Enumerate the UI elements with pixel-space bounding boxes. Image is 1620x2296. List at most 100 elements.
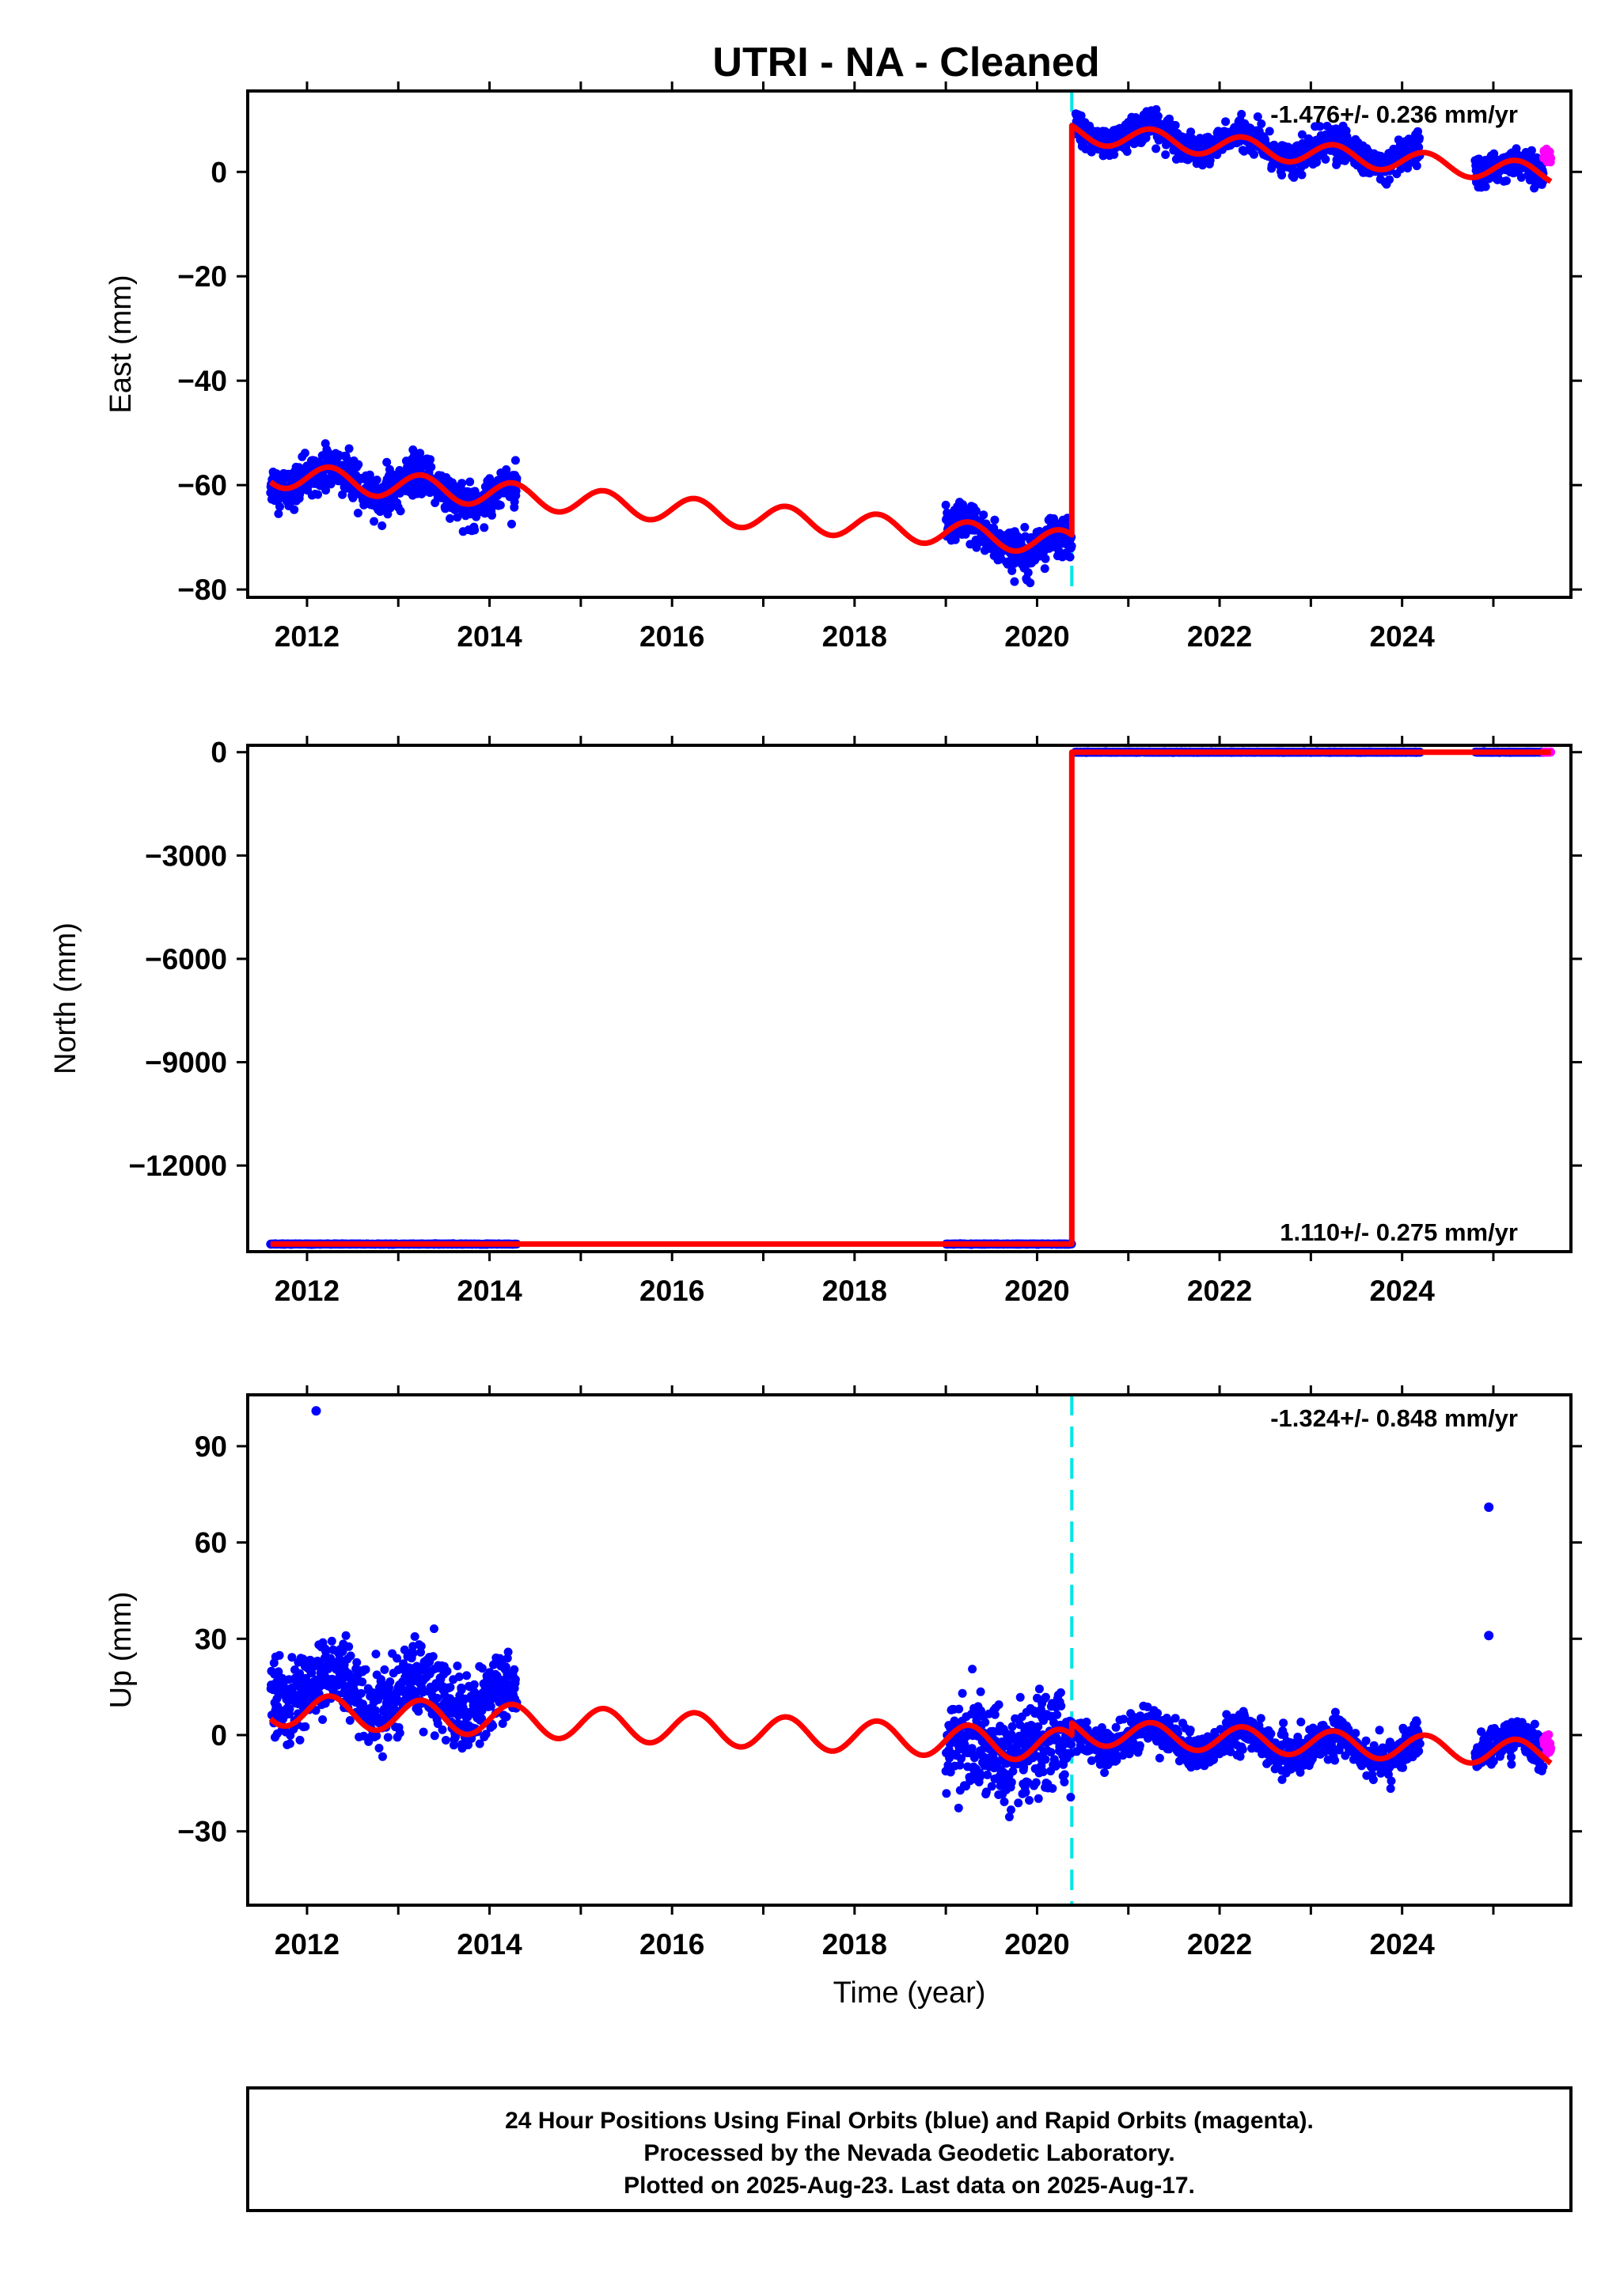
x-tick-label: 2012 xyxy=(275,1275,340,1307)
data-point xyxy=(488,510,496,520)
data-point xyxy=(285,1739,294,1749)
data-point xyxy=(1413,127,1422,136)
data-point xyxy=(341,1631,351,1640)
data-point xyxy=(465,477,475,487)
data-point xyxy=(395,1728,404,1737)
data-point xyxy=(378,1752,387,1761)
data-point xyxy=(511,487,521,495)
data-point xyxy=(1385,175,1394,184)
y-tick-label: 0 xyxy=(211,737,227,769)
data-point xyxy=(1315,122,1325,131)
data-point xyxy=(430,1624,438,1634)
data-point xyxy=(1020,522,1030,532)
data-point xyxy=(370,517,379,526)
x-tick-label: 2022 xyxy=(1187,620,1252,653)
data-point xyxy=(300,449,309,458)
final-orbits-points xyxy=(266,747,1548,1249)
data-point xyxy=(428,1652,438,1661)
data-point xyxy=(1516,172,1526,182)
x-tick-label: 2024 xyxy=(1370,620,1436,653)
data-point xyxy=(1023,568,1033,578)
data-point xyxy=(1161,150,1170,159)
data-point xyxy=(1007,566,1017,575)
data-point xyxy=(454,1672,464,1681)
x-tick-label: 2014 xyxy=(457,620,522,653)
y-tick-label: −40 xyxy=(177,365,227,397)
plot-frame xyxy=(246,744,1573,1253)
data-point xyxy=(1122,147,1132,156)
data-point xyxy=(396,506,405,516)
data-point xyxy=(344,1642,354,1651)
y-tick-label: −6000 xyxy=(145,943,227,976)
data-point xyxy=(1502,176,1511,185)
data-point xyxy=(301,1722,310,1731)
data-point xyxy=(1076,111,1086,120)
y-tick-label: −12000 xyxy=(129,1150,228,1182)
y-axis-label: North (mm) xyxy=(49,923,82,1074)
x-tick-label: 2018 xyxy=(822,620,887,653)
data-point xyxy=(470,525,480,535)
data-point xyxy=(1040,564,1049,574)
data-point xyxy=(385,1677,395,1687)
data-point xyxy=(1041,554,1050,563)
data-point xyxy=(941,500,950,510)
data-point xyxy=(446,513,455,523)
data-point xyxy=(377,521,387,530)
chart-title: UTRI - NA - Cleaned xyxy=(712,40,1099,85)
data-point xyxy=(1403,164,1413,172)
data-point xyxy=(972,506,981,516)
data-point xyxy=(958,500,967,510)
data-point xyxy=(979,510,988,520)
data-point xyxy=(274,509,283,518)
velocity-rate-label: 1.110+/- 0.275 mm/yr xyxy=(1280,1218,1518,1246)
data-point xyxy=(290,505,299,514)
data-point xyxy=(1110,150,1119,159)
y-axis-label: East (mm) xyxy=(104,275,138,413)
x-tick-label: 2012 xyxy=(275,620,340,653)
x-tick-label: 2016 xyxy=(639,620,704,653)
x-tick-label: 2016 xyxy=(639,1275,704,1307)
plot-area-east xyxy=(266,91,1556,597)
data-point xyxy=(1153,112,1163,121)
data-point xyxy=(427,462,436,472)
data-point xyxy=(1253,112,1262,121)
data-point xyxy=(1239,146,1249,156)
final-orbits-points xyxy=(266,1624,1548,1821)
data-point xyxy=(1527,146,1536,155)
data-point xyxy=(1265,127,1274,136)
data-point xyxy=(344,444,354,453)
data-point xyxy=(438,1725,447,1734)
data-point xyxy=(382,457,392,467)
data-point xyxy=(1412,161,1421,171)
plot-area-north xyxy=(266,747,1556,1249)
data-point xyxy=(416,1642,426,1651)
x-tick-label: 2020 xyxy=(1004,620,1069,653)
data-point xyxy=(480,523,489,532)
data-point xyxy=(354,460,363,469)
data-point xyxy=(1065,552,1075,562)
data-point xyxy=(352,1658,362,1667)
data-point xyxy=(374,1744,384,1752)
model-curve xyxy=(268,749,1553,1247)
data-point xyxy=(1221,117,1231,127)
data-point xyxy=(1151,104,1161,114)
data-point xyxy=(462,1671,472,1680)
data-point xyxy=(507,519,516,529)
data-point xyxy=(1546,153,1556,163)
plot-area-up xyxy=(266,1395,1556,1905)
data-point xyxy=(990,515,1000,525)
data-point xyxy=(275,502,284,511)
data-point xyxy=(950,535,960,544)
data-point xyxy=(353,509,362,517)
data-point xyxy=(408,1649,418,1658)
data-point xyxy=(453,1661,462,1671)
data-point xyxy=(318,1715,328,1724)
data-point xyxy=(356,1688,366,1698)
data-point xyxy=(1297,130,1307,139)
panel-east: 2012 2014 2016 2018 2020 2022 20240−20−40−60−8… xyxy=(104,81,1582,653)
data-point xyxy=(453,513,462,522)
y-tick-label: −80 xyxy=(177,574,227,606)
data-point xyxy=(1297,170,1307,180)
y-tick-label: −9000 xyxy=(145,1047,227,1079)
data-point xyxy=(1277,170,1287,180)
